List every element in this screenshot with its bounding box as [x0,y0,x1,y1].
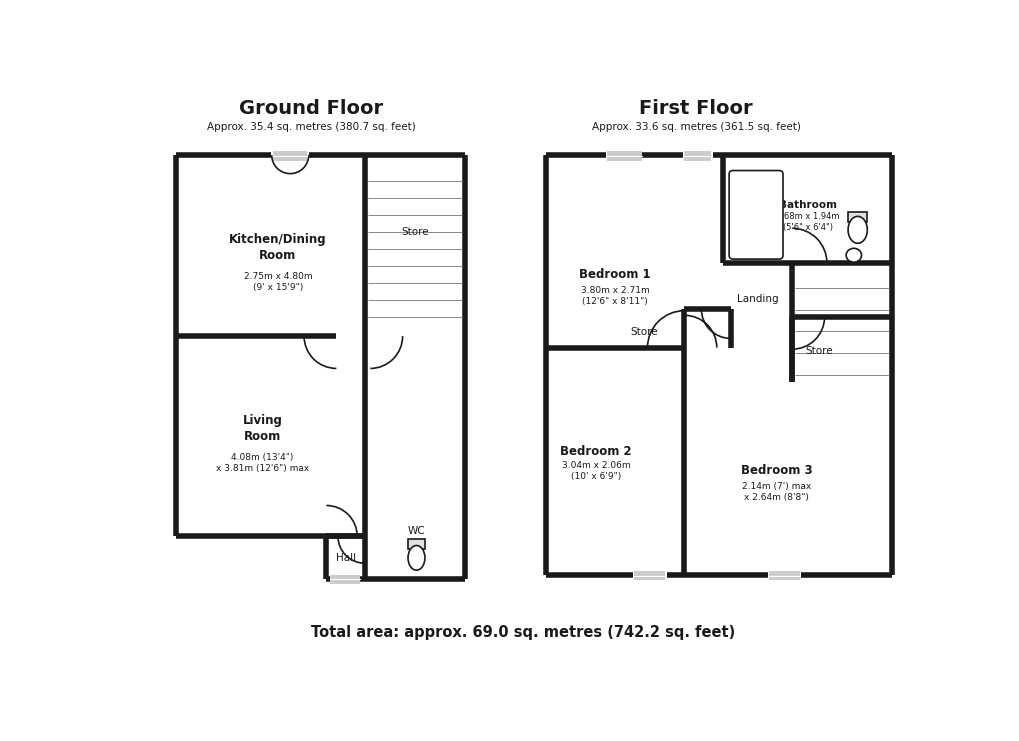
Text: 2.14m (7') max
x 2.64m (8'8"): 2.14m (7') max x 2.64m (8'8") [742,482,811,502]
Text: Total area: approx. 69.0 sq. metres (742.2 sq. feet): Total area: approx. 69.0 sq. metres (742… [311,625,734,640]
Text: 4.08m (13'4")
x 3.81m (12'6") max: 4.08m (13'4") x 3.81m (12'6") max [216,453,309,473]
Bar [330,575,359,584]
Text: Bedroom 3: Bedroom 3 [741,465,812,477]
Text: Bedroom 1: Bedroom 1 [579,268,650,281]
Bar [768,571,799,580]
Bar [607,151,642,161]
Text: Ground Floor: Ground Floor [238,99,383,118]
Text: Store: Store [805,347,833,356]
Bar [634,571,664,580]
Ellipse shape [408,545,425,570]
Text: First Floor: First Floor [639,99,752,118]
Text: Landing: Landing [736,294,777,304]
Text: Approx. 33.6 sq. metres (361.5 sq. feet): Approx. 33.6 sq. metres (361.5 sq. feet) [591,122,800,132]
Text: 1.68m x 1.94m
(5'6" x 6'4"): 1.68m x 1.94m (5'6" x 6'4") [775,212,839,232]
Bar [684,151,710,161]
Ellipse shape [847,216,866,243]
Text: Kitchen/Dining
Room: Kitchen/Dining Room [229,233,326,262]
Text: Living
Room: Living Room [243,414,282,443]
Bar [848,212,866,222]
Text: Bedroom 2: Bedroom 2 [559,445,631,458]
Text: Store: Store [400,227,428,237]
Bar [272,151,307,161]
Text: Approx. 35.4 sq. metres (380.7 sq. feet): Approx. 35.4 sq. metres (380.7 sq. feet) [207,122,415,132]
Text: Hall: Hall [335,553,356,563]
FancyBboxPatch shape [729,170,783,259]
Text: 2.75m x 4.80m
(9' x 15'9"): 2.75m x 4.80m (9' x 15'9") [244,272,312,292]
Text: WC: WC [408,526,425,536]
Text: 3.80m x 2.71m
(12'6" x 8'11"): 3.80m x 2.71m (12'6" x 8'11") [580,286,649,306]
Text: Bathroom: Bathroom [777,200,836,210]
Bar [408,539,425,548]
Ellipse shape [846,248,861,262]
Text: Store: Store [630,328,657,337]
Text: 3.04m x 2.06m
(10' x 6'9"): 3.04m x 2.06m (10' x 6'9") [561,461,630,481]
